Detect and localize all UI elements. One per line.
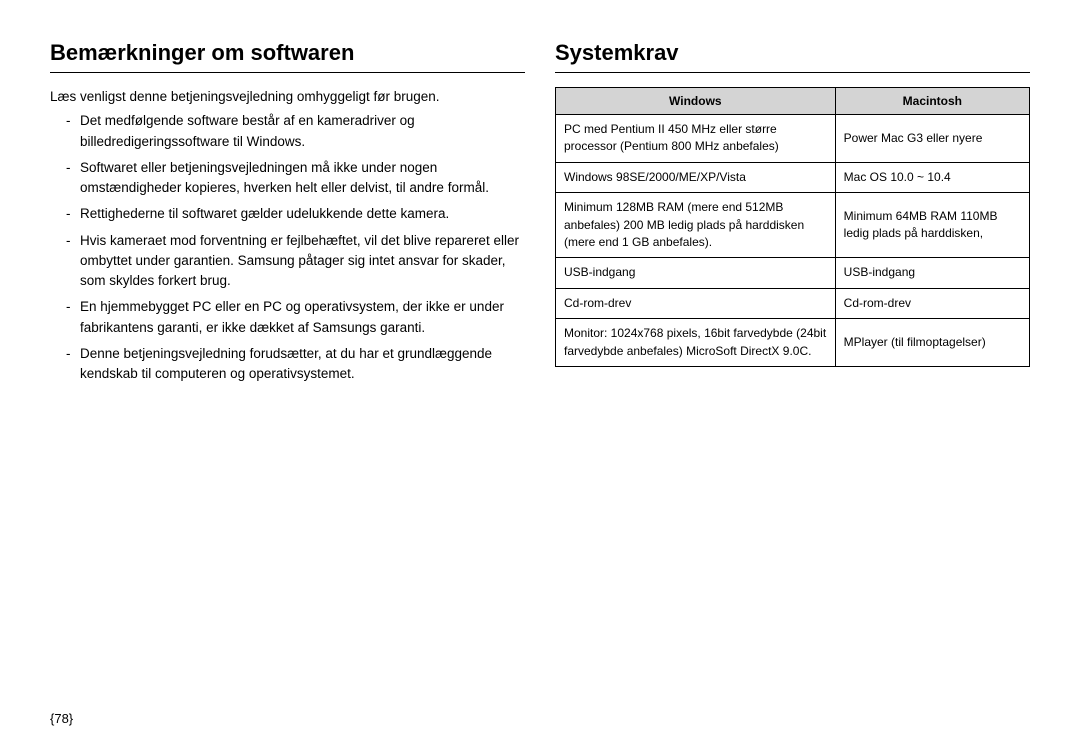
- cell-mac: USB-indgang: [835, 258, 1029, 288]
- list-item: Hvis kameraet mod forventning er fejlbeh…: [66, 231, 525, 292]
- manual-page: Bemærkninger om softwaren Læs venligst d…: [0, 0, 1080, 746]
- cell-mac: Mac OS 10.0 ~ 10.4: [835, 162, 1029, 192]
- right-column: Systemkrav Windows Macintosh PC med Pent…: [555, 40, 1030, 390]
- cell-windows: Monitor: 1024x768 pixels, 16bit farvedyb…: [556, 319, 836, 367]
- cell-mac: Power Mac G3 eller nyere: [835, 115, 1029, 163]
- left-heading: Bemærkninger om softwaren: [50, 40, 525, 66]
- intro-paragraph: Læs venligst denne betjeningsvejledning …: [50, 87, 525, 107]
- list-item: Denne betjeningsvejledning forudsætter, …: [66, 344, 525, 385]
- left-column: Bemærkninger om softwaren Læs venligst d…: [50, 40, 525, 390]
- table-row: USB-indgang USB-indgang: [556, 258, 1030, 288]
- cell-mac: MPlayer (til filmoptagelser): [835, 319, 1029, 367]
- list-item: En hjemmebygget PC eller en PC og operat…: [66, 297, 525, 338]
- notes-list: Det medfølgende software består af en ka…: [50, 111, 525, 384]
- table-row: PC med Pentium II 450 MHz eller større p…: [556, 115, 1030, 163]
- table-row: Monitor: 1024x768 pixels, 16bit farvedyb…: [556, 319, 1030, 367]
- page-number: {78}: [50, 691, 1030, 726]
- header-macintosh: Macintosh: [835, 88, 1029, 115]
- two-column-layout: Bemærkninger om softwaren Læs venligst d…: [50, 40, 1030, 390]
- cell-windows: USB-indgang: [556, 258, 836, 288]
- table-row: Minimum 128MB RAM (mere end 512MB anbefa…: [556, 193, 1030, 258]
- cell-mac: Cd-rom-drev: [835, 288, 1029, 318]
- table-header-row: Windows Macintosh: [556, 88, 1030, 115]
- table-row: Windows 98SE/2000/ME/XP/Vista Mac OS 10.…: [556, 162, 1030, 192]
- right-heading: Systemkrav: [555, 40, 1030, 66]
- list-item: Rettighederne til softwaret gælder udelu…: [66, 204, 525, 224]
- header-windows: Windows: [556, 88, 836, 115]
- list-item: Softwaret eller betjeningsvejledningen m…: [66, 158, 525, 199]
- cell-windows: Minimum 128MB RAM (mere end 512MB anbefa…: [556, 193, 836, 258]
- right-rule: [555, 72, 1030, 73]
- system-requirements-table: Windows Macintosh PC med Pentium II 450 …: [555, 87, 1030, 367]
- left-rule: [50, 72, 525, 73]
- list-item: Det medfølgende software består af en ka…: [66, 111, 525, 152]
- cell-windows: PC med Pentium II 450 MHz eller større p…: [556, 115, 836, 163]
- cell-mac: Minimum 64MB RAM 110MB ledig plads på ha…: [835, 193, 1029, 258]
- cell-windows: Windows 98SE/2000/ME/XP/Vista: [556, 162, 836, 192]
- table-row: Cd-rom-drev Cd-rom-drev: [556, 288, 1030, 318]
- cell-windows: Cd-rom-drev: [556, 288, 836, 318]
